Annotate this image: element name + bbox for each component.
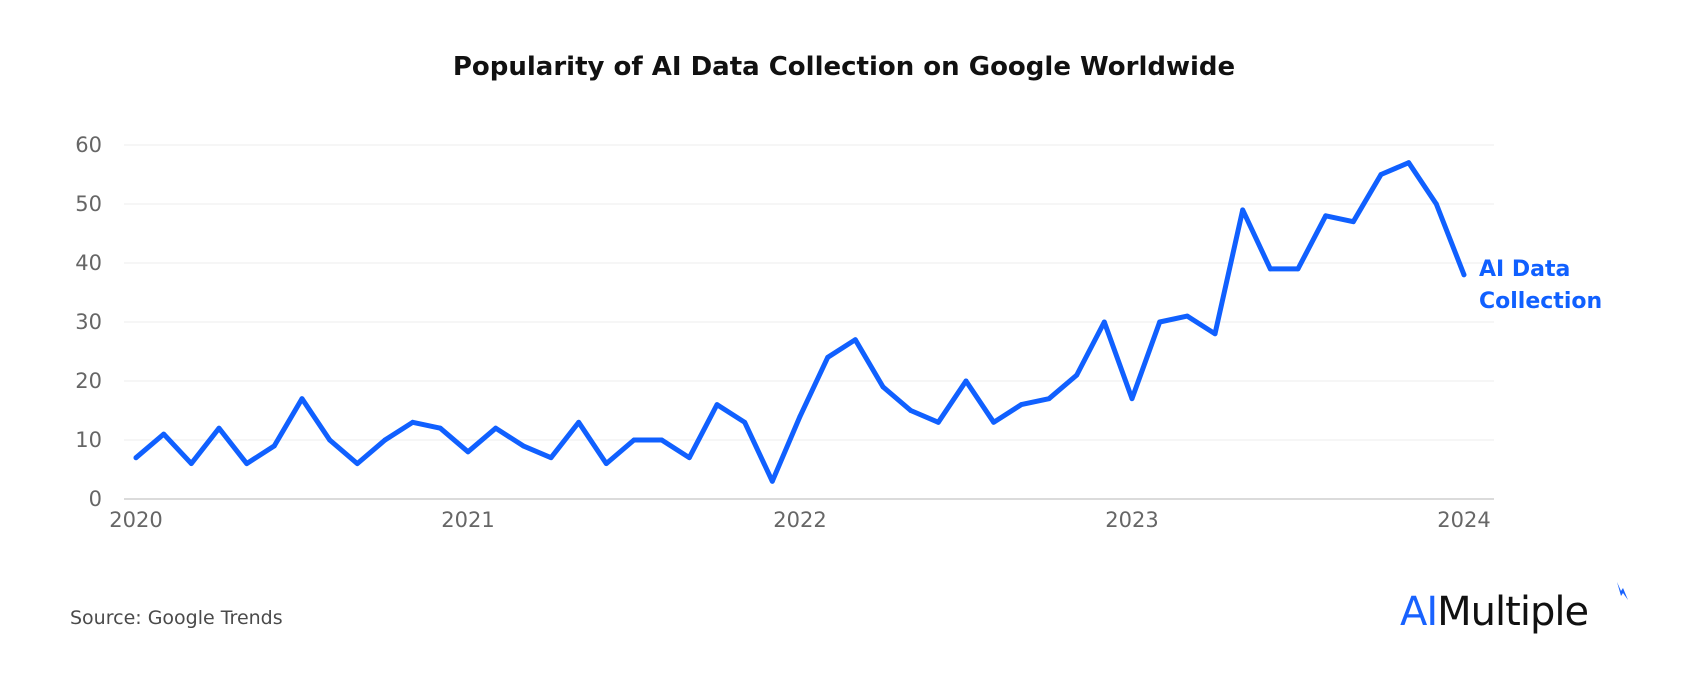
data-point [825, 355, 831, 360]
data-point [1295, 266, 1301, 272]
data-point [797, 414, 803, 419]
data-point [963, 378, 969, 384]
data-point [1129, 396, 1135, 402]
y-tick-label: 30 [75, 310, 102, 334]
data-point [161, 431, 167, 437]
data-point [769, 478, 775, 484]
data-point [1433, 201, 1439, 207]
data-point [410, 419, 416, 425]
data-point [1378, 172, 1384, 177]
data-point [1240, 207, 1246, 213]
y-tick-label: 0 [89, 487, 102, 511]
data-point [714, 402, 720, 407]
data-point [935, 419, 941, 425]
data-point [603, 461, 609, 466]
data-point [244, 461, 250, 466]
x-axis: 2020 2021 2022 2023 2024 [109, 498, 1494, 532]
x-tick-label: 2024 [1437, 508, 1490, 532]
data-point [465, 449, 471, 455]
data-point [742, 419, 748, 425]
y-tick-label: 10 [75, 428, 102, 452]
data-point [880, 384, 886, 390]
source-note: Source: Google Trends [70, 607, 283, 629]
data-point [133, 455, 139, 461]
data-point [493, 425, 499, 431]
logo-text-ai: AI [1400, 589, 1438, 635]
logo-spark-icon [1617, 582, 1628, 600]
data-point [299, 396, 305, 402]
data-point [852, 337, 858, 343]
data-point [216, 425, 222, 431]
data-point [548, 455, 554, 461]
data-point [1157, 319, 1163, 325]
data-point [576, 419, 582, 425]
gridlines [124, 144, 1494, 441]
data-point [354, 461, 360, 466]
y-tick-label: 50 [75, 192, 102, 216]
aimultiple-logo: AIMultiple [1400, 589, 1589, 635]
data-point [271, 443, 277, 449]
data-point [1074, 372, 1080, 378]
data-point [1461, 272, 1467, 278]
x-tick-label: 2022 [773, 508, 826, 532]
data-point [188, 461, 194, 466]
series-label-line: Collection [1479, 289, 1602, 314]
y-tick-label: 20 [75, 369, 102, 393]
series-label-line: AI Data [1479, 257, 1570, 282]
data-point [1267, 266, 1273, 272]
y-tick-label: 60 [75, 133, 102, 157]
data-point [382, 437, 388, 443]
data-point [991, 419, 997, 425]
data-point [1212, 331, 1218, 337]
data-point [631, 437, 637, 443]
data-point [437, 425, 443, 431]
data-point [1101, 319, 1107, 325]
data-point [1046, 396, 1052, 402]
data-point [1184, 313, 1190, 319]
y-tick-label: 40 [75, 251, 102, 275]
series-end-label: AI Data Collection [1479, 257, 1602, 314]
data-point [520, 443, 526, 449]
data-point [908, 408, 914, 413]
x-tick-label: 2021 [441, 508, 494, 532]
data-point [1406, 160, 1412, 166]
chart-title: Popularity of AI Data Collection on Goog… [452, 52, 1236, 82]
data-point [1018, 402, 1024, 407]
data-point [686, 455, 692, 461]
data-point [659, 437, 665, 443]
data-point [327, 437, 333, 443]
data-point [1350, 219, 1356, 225]
logo-text-multiple: Multiple [1437, 589, 1589, 635]
y-axis: 0 10 20 30 40 50 60 [75, 133, 102, 511]
x-tick-label: 2020 [109, 508, 162, 532]
data-point [1323, 213, 1329, 219]
series-layer: AI Data Collection [133, 160, 1602, 484]
x-tick-label: 2023 [1105, 508, 1158, 532]
